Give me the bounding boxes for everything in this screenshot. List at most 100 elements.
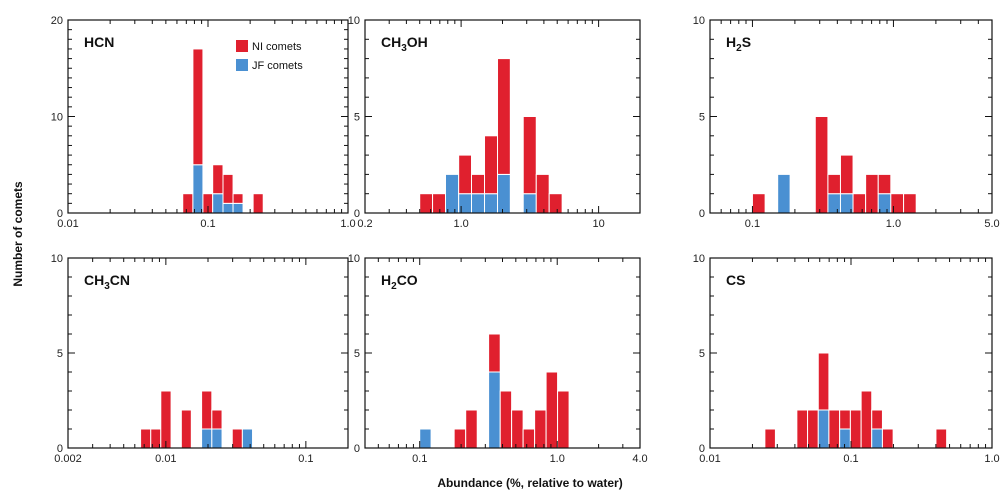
panel-title-main: HCN [84,34,114,50]
bar-jf [827,193,841,214]
bar-jf [241,428,254,449]
bar-jf [211,428,223,449]
bar-jf [222,202,234,214]
bar-ni [865,173,879,214]
bar-jf [488,371,501,449]
bar-ni [231,428,243,449]
bar-ni [814,116,829,214]
y-tick-label: 0 [354,208,360,220]
bar-ni [860,390,873,449]
bar-ni [827,173,841,195]
bar-ni [839,154,854,195]
bar-ni [796,409,809,449]
bar-ni [817,352,830,411]
y-tick-label: 0 [699,208,705,220]
panel-title-subscript: 3 [104,281,110,292]
bar-ni [432,193,447,214]
bar-ni [849,409,862,449]
y-tick-label: 10 [693,15,705,27]
bar-ni [453,428,467,449]
y-tick-label: 5 [354,112,360,124]
y-tick-label: 10 [51,253,63,265]
legend-swatch-jf [236,59,248,71]
bar-ni [903,193,917,214]
legend-swatch-ni [236,40,248,52]
y-tick-label: 5 [699,112,705,124]
legend-label-ni: NI comets [252,41,302,53]
y-tick-label: 0 [57,443,63,455]
bar-ni [890,193,905,214]
bar-ni [499,390,513,449]
x-tick-label: 1.0 [550,453,565,465]
bar-ni [522,116,537,195]
bar-ni [211,409,223,430]
bar-jf [458,193,472,214]
y-tick-label: 10 [348,253,360,265]
bar-ni [182,193,194,214]
bar-ni [192,48,204,166]
y-tick-label: 0 [699,443,705,455]
panel-title: H2CO [381,272,418,292]
x-tick-label: 10 [592,218,604,230]
bar-jf [817,409,830,449]
x-tick-label: 0.2 [357,218,372,230]
panel-title: CS [726,272,745,288]
x-tick-label: 0.01 [155,453,176,465]
bar-ni [548,193,563,214]
legend-label-jf: JF comets [252,60,303,72]
x-tick-label: 1.0 [886,218,901,230]
y-tick-label: 5 [354,348,360,360]
panel-title-main: CH [381,34,401,50]
x-tick-label: 0.1 [843,453,858,465]
bar-ni [232,193,244,204]
y-tick-label: 20 [51,15,63,27]
bar-ni [839,409,851,430]
bar-ni [751,193,766,214]
bar-ni [871,409,883,430]
bar-ni [935,428,948,449]
bar-jf [871,428,883,449]
panel-title-subscript: 2 [391,281,397,292]
y-tick-label: 5 [57,348,63,360]
panel-title-main: CS [726,272,745,288]
bar-ni [160,390,172,449]
y-axis-label: Number of comets [11,181,25,287]
x-tick-label: 0.01 [699,453,720,465]
panel-title-subscript: 3 [401,43,407,54]
bar-ni [201,390,213,430]
panel-title-tail: CO [397,272,418,288]
bar-ni [764,428,776,449]
bar-ni [545,371,559,449]
x-tick-label: 0.1 [412,453,427,465]
bar-jf [232,202,244,214]
x-tick-label: 1.0 [453,218,468,230]
bar-ni [807,409,819,449]
bar-jf [777,173,791,214]
histogram-panel-1: 0.01 0.1 1.0 0 10 20 HCN NI comets JF comets [51,15,356,230]
bar-ni [470,173,486,195]
bar-ni [877,173,892,195]
y-tick-label: 5 [699,348,705,360]
bar-ni [458,154,472,195]
panel-title: CH3OH [381,34,428,54]
bar-ni [212,164,224,195]
histogram-panel-2: 0.2 1.0 10 0 5 10 CH3OH [348,15,641,230]
bar-ni [180,409,192,449]
bar-ni [484,135,499,195]
x-tick-label: 0.002 [54,453,82,465]
x-tick-label: 1.0 [984,453,999,465]
histogram-panel-6: 0.01 0.1 1.0 0 5 10 CS [693,253,1000,465]
panel-title-tail: OH [407,34,428,50]
y-tick-label: 0 [354,443,360,455]
bar-ni [557,390,570,449]
histogram-panel-4: 0.002 0.01 0.1 0 5 10 CH3CN [51,253,349,465]
bar-ni [881,428,894,449]
bar-jf [522,193,537,214]
x-tick-label: 0.1 [200,218,215,230]
x-axis-label: Abundance (%, relative to water) [437,476,622,490]
bar-ni [522,428,536,449]
bar-ni [488,333,501,373]
panel-title-tail: S [742,34,751,50]
